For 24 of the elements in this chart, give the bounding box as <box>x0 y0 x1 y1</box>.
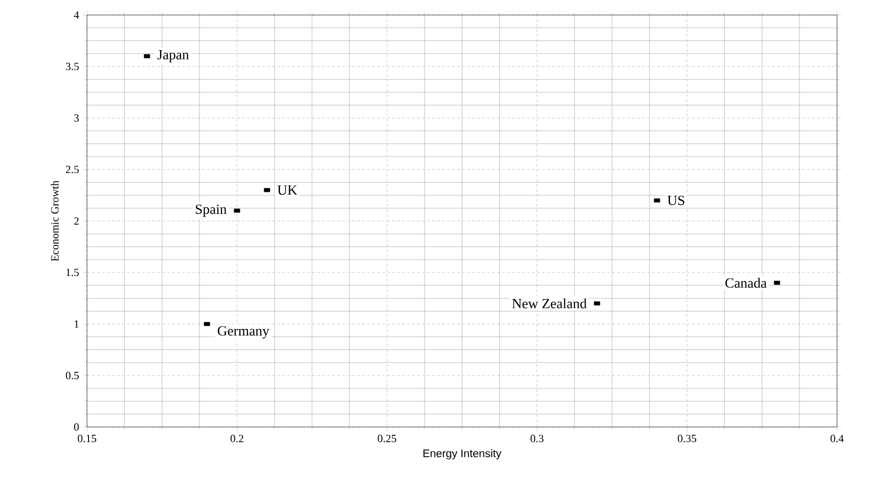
y-tick-label: 2.5 <box>66 166 79 174</box>
x-tick-label: 0.25 <box>378 434 396 442</box>
annotation: Canada <box>725 278 767 288</box>
y-tick-label: 1 <box>74 320 79 328</box>
x-tick-label: 0.4 <box>830 434 844 442</box>
y-axis-title: Economic Growth <box>50 180 59 262</box>
y-tick-label: 1.5 <box>66 268 79 276</box>
annotation: Japan <box>158 50 189 62</box>
annotation: US <box>668 196 684 206</box>
y-tick-label: 3 <box>74 114 79 122</box>
y-tick-label: 0.5 <box>66 372 79 380</box>
annotation: UK <box>278 185 298 195</box>
x-axis-title: Energy Intensity <box>423 449 502 460</box>
x-tick-label: 0.15 <box>78 434 96 442</box>
x-tick-label: 0.3 <box>530 434 544 442</box>
y-tick-label: 3.5 <box>66 62 79 70</box>
annotation: Spain <box>196 204 227 217</box>
y-tick-label: 0 <box>74 423 79 431</box>
x-tick-label: 0.2 <box>230 434 244 442</box>
y-tick-label: 4 <box>74 11 80 19</box>
annotation: Germany <box>218 326 270 338</box>
annotation: New Zealand <box>512 298 587 308</box>
y-tick-label: 2 <box>74 217 79 225</box>
x-tick-label: 0.35 <box>678 434 696 442</box>
